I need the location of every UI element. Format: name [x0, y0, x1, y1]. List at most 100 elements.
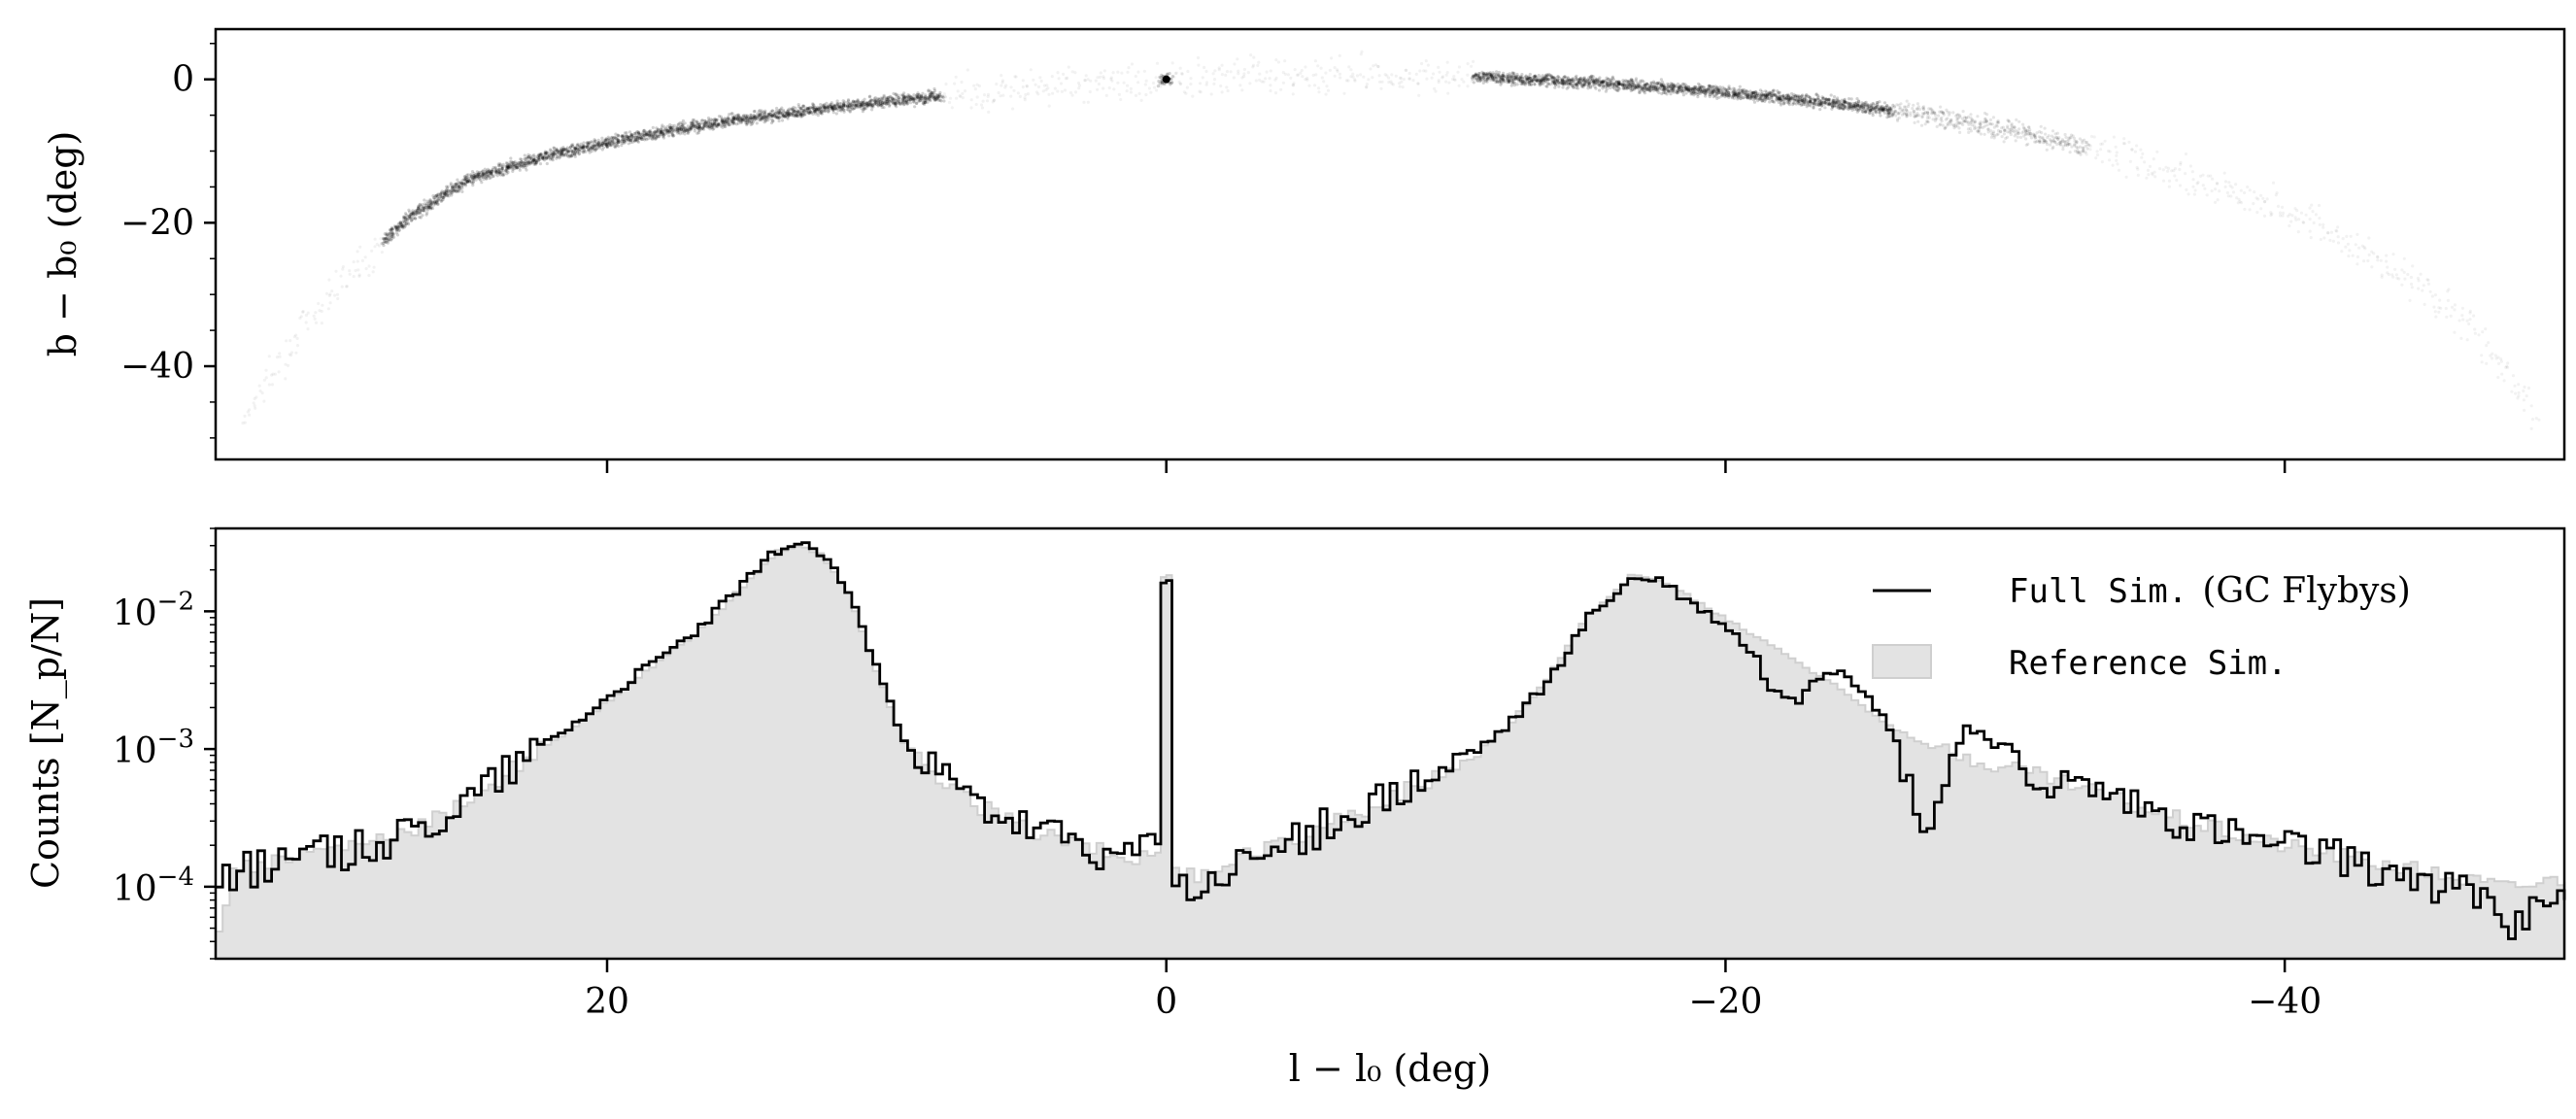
stream-point: [701, 125, 705, 129]
stream-point: [387, 237, 390, 241]
stream-point: [385, 236, 389, 240]
stream-point: [707, 124, 712, 128]
stream-point: [511, 163, 515, 167]
stream-point: [607, 143, 612, 147]
stream-point: [494, 170, 498, 174]
stream-point: [703, 120, 708, 124]
stream-point: [1154, 76, 1158, 80]
stream-point: [457, 184, 460, 187]
stream-point: [463, 184, 468, 187]
stream-point: [585, 146, 590, 150]
stream-point: [1515, 74, 1519, 78]
stream-point: [637, 136, 642, 140]
stream-point: [633, 135, 637, 139]
stream-point: [390, 231, 394, 235]
stream-point: [629, 133, 633, 138]
stream-point: [549, 157, 553, 161]
stream-point: [482, 177, 486, 182]
stream-point: [1991, 130, 1996, 134]
stream-point: [670, 133, 674, 137]
stream-point: [695, 119, 699, 123]
stream-point: [475, 175, 479, 179]
stream-point: [573, 153, 577, 156]
stream-point: [560, 148, 564, 152]
stream-point: [1923, 122, 1927, 126]
stream-point: [429, 202, 433, 206]
stream-point: [494, 172, 498, 176]
stream-point: [590, 144, 593, 148]
stream-point: [1051, 91, 1055, 95]
stream-point: [2009, 132, 2013, 137]
stream-point: [1102, 69, 1106, 73]
stream-point: [596, 143, 600, 147]
stream-point: [948, 96, 953, 100]
stream-point: [1503, 80, 1507, 84]
stream-point: [526, 155, 530, 159]
stream-point: [1983, 132, 1986, 136]
stream-point: [1961, 110, 1965, 114]
stream-point: [580, 146, 584, 150]
stream-point: [402, 225, 407, 229]
stream-point: [524, 166, 527, 170]
stream-point: [1911, 107, 1915, 111]
stream-point: [501, 169, 505, 173]
stream-point: [451, 185, 455, 188]
stream-point: [491, 175, 494, 179]
stream-point: [588, 148, 592, 152]
stream-point: [1529, 83, 1533, 86]
stream-point: [680, 128, 684, 132]
stream-point: [1009, 94, 1013, 98]
stream-point: [701, 127, 706, 131]
stream-point: [585, 145, 589, 149]
stream-point: [430, 206, 435, 211]
stream-point: [609, 143, 613, 147]
stream-point: [401, 226, 405, 230]
stream-point: [466, 178, 470, 182]
stream-point: [536, 153, 540, 157]
stream-point: [540, 155, 544, 159]
stream-point: [1416, 82, 1420, 85]
stream-point: [724, 124, 728, 129]
stream-point: [390, 225, 394, 229]
stream-point: [434, 193, 438, 197]
stream-point: [975, 95, 979, 99]
stream-point: [504, 168, 508, 172]
stream-point: [278, 355, 282, 358]
stream-point: [1286, 73, 1290, 77]
stream-point: [1567, 85, 1571, 89]
stream-point: [678, 126, 682, 130]
stream-point: [1437, 79, 1441, 83]
stream-point: [415, 211, 419, 215]
stream-point: [430, 199, 434, 203]
stream-point: [538, 153, 542, 156]
stream-point: [669, 127, 673, 131]
stream-point: [1102, 77, 1106, 81]
stream-point: [605, 144, 609, 149]
stream-point: [440, 191, 444, 195]
stream-point: [704, 120, 708, 124]
stream-point: [1978, 122, 1983, 126]
stream-point: [545, 156, 549, 160]
stream-point: [425, 199, 429, 203]
stream-point: [321, 303, 324, 307]
stream-point: [417, 207, 421, 211]
stream-point: [1781, 93, 1785, 97]
stream-point: [1967, 130, 1971, 134]
stream-point: [561, 153, 566, 156]
stream-point: [614, 135, 618, 139]
stream-point: [599, 144, 604, 148]
stream-point: [963, 89, 967, 93]
stream-point: [485, 171, 489, 175]
stream-point: [1667, 89, 1671, 93]
stream-point: [966, 68, 969, 72]
stream-point: [608, 141, 612, 145]
stream-point: [1792, 101, 1796, 105]
stream-point: [1289, 76, 1293, 80]
stream-point: [1299, 71, 1303, 75]
stream-point: [1059, 82, 1064, 85]
stream-point: [670, 124, 674, 128]
stream-point: [588, 141, 592, 145]
stream-point: [516, 162, 520, 166]
stream-point: [667, 134, 671, 138]
stream-point: [593, 144, 596, 148]
